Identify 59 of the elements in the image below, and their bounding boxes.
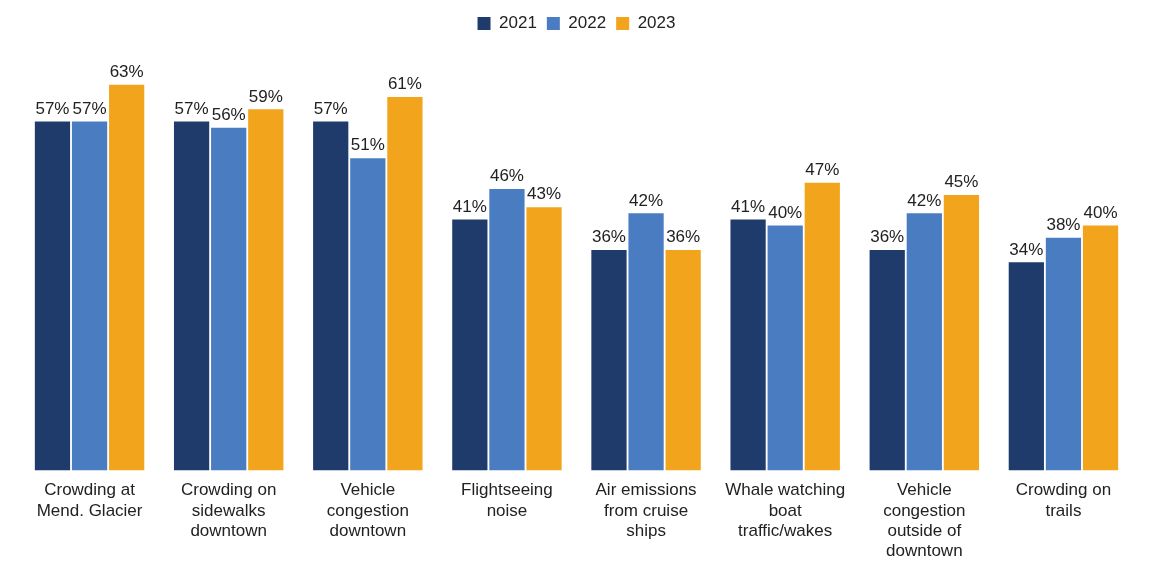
x-tick-label: Crowding at Mend. Glacier xyxy=(36,480,143,520)
bar xyxy=(71,121,108,471)
data-label: 42% xyxy=(629,190,664,210)
data-label: 61% xyxy=(387,74,422,94)
bar xyxy=(526,207,562,471)
bar xyxy=(173,121,210,471)
data-label: 51% xyxy=(350,135,385,155)
data-label: 57% xyxy=(313,98,348,118)
bar xyxy=(628,213,664,471)
data-label: 41% xyxy=(452,196,487,216)
data-label: 36% xyxy=(870,227,905,247)
data-label: 40% xyxy=(768,202,803,222)
x-tick-label: Crowding on sidewalks downtown xyxy=(180,480,277,541)
x-tick-label: Air emissions from cruise ships xyxy=(595,480,697,541)
x-tick-label: Flightseeing noise xyxy=(461,480,553,520)
bar xyxy=(489,188,525,471)
data-label: 38% xyxy=(1046,215,1081,235)
bar xyxy=(248,109,284,471)
bar xyxy=(804,182,840,471)
data-label: 57% xyxy=(35,98,70,118)
data-label: 57% xyxy=(72,98,107,118)
x-tick-label: Whale watching boat traffic/wakes xyxy=(725,480,846,541)
bar xyxy=(350,158,386,471)
legend-label: 2021 xyxy=(499,13,537,33)
legend-label: 2023 xyxy=(637,13,676,33)
x-tick-label: Vehicle congestion outside of downtown xyxy=(883,480,966,561)
bar xyxy=(211,127,247,471)
data-label: 63% xyxy=(109,62,144,82)
bar xyxy=(869,250,905,471)
data-label: 36% xyxy=(591,227,626,247)
x-tick-label: Crowding on trails xyxy=(1015,480,1112,520)
data-label: 42% xyxy=(907,190,942,210)
bar xyxy=(1008,262,1044,471)
data-label: 41% xyxy=(731,196,766,216)
bar xyxy=(943,195,980,471)
data-label: 45% xyxy=(944,172,979,192)
data-label: 40% xyxy=(1083,202,1118,222)
bar xyxy=(34,121,71,471)
data-label: 34% xyxy=(1009,239,1044,259)
bar xyxy=(730,219,766,471)
bar xyxy=(452,219,488,471)
legend-label: 2022 xyxy=(568,13,607,33)
x-tick-label: Vehicle congestion downtown xyxy=(326,480,409,541)
data-label: 36% xyxy=(666,227,701,247)
bar xyxy=(1082,225,1119,471)
data-label: 47% xyxy=(805,159,840,179)
bar xyxy=(109,84,145,471)
data-label: 59% xyxy=(248,86,283,106)
bar xyxy=(906,213,942,471)
bar xyxy=(665,250,701,471)
data-label: 56% xyxy=(211,104,246,124)
data-label: 46% xyxy=(489,166,524,186)
bar xyxy=(1045,237,1082,471)
bar xyxy=(591,250,627,471)
bar xyxy=(767,225,803,471)
data-label: 43% xyxy=(527,184,562,204)
bar xyxy=(387,97,423,471)
bar xyxy=(313,121,349,471)
data-label: 57% xyxy=(174,98,209,118)
